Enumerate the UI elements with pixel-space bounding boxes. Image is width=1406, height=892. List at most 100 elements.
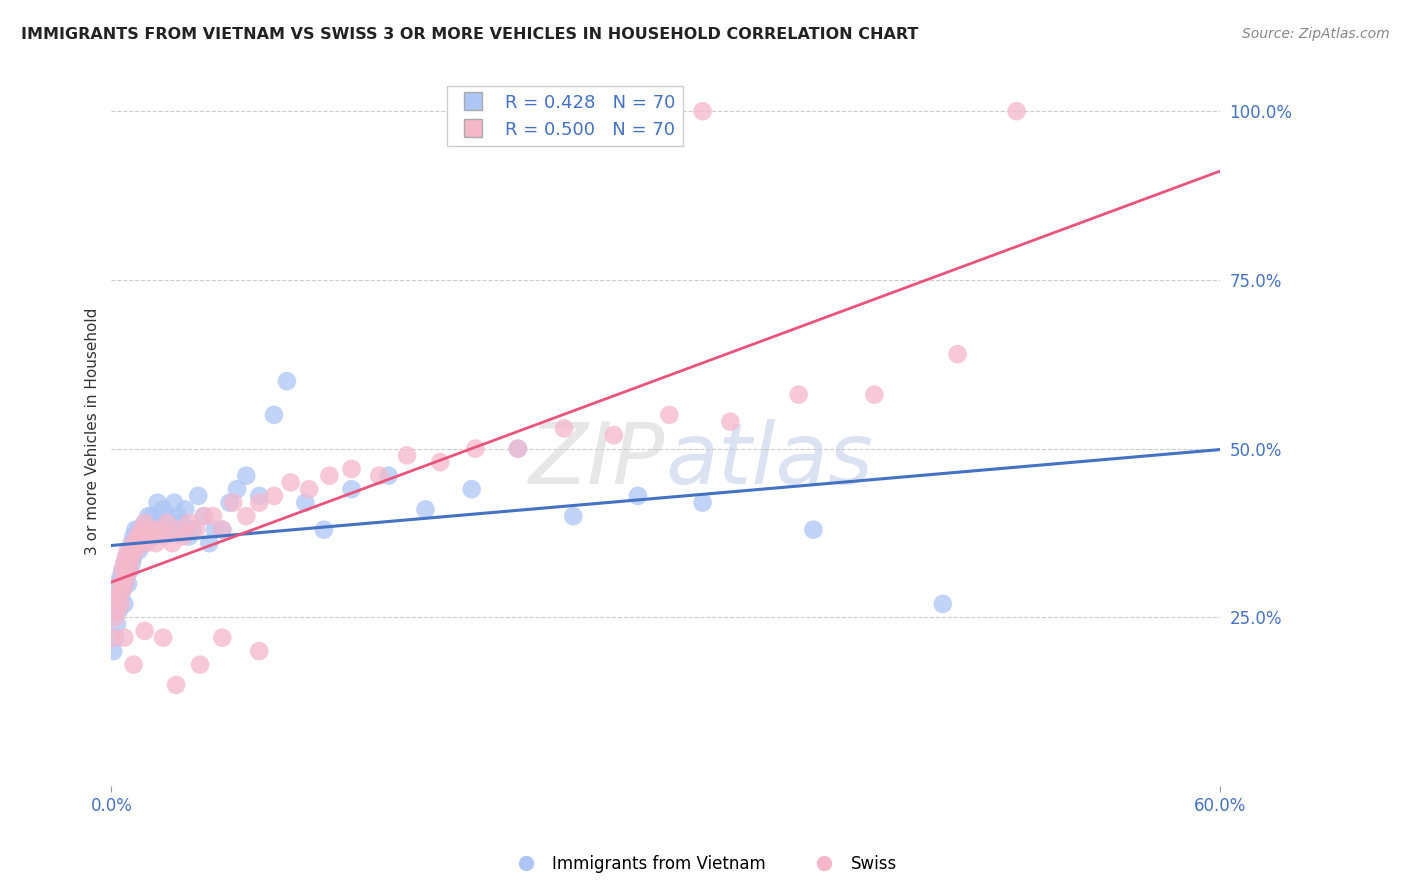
Point [247, 496, 270, 510]
Point [170, 516, 193, 530]
Point [218, 496, 240, 510]
Legend: R = 0.428   N = 70, R = 0.500   N = 70: R = 0.428 N = 70, R = 0.500 N = 70 [447, 87, 683, 146]
Point [803, 523, 825, 537]
Point [128, 536, 150, 550]
Point [198, 536, 221, 550]
Point [115, 549, 138, 564]
Point [111, 583, 134, 598]
Point [122, 657, 145, 672]
Point [562, 509, 585, 524]
Point [312, 523, 335, 537]
Point [132, 529, 155, 543]
Text: ZIP: ZIP [530, 418, 665, 501]
Point [103, 631, 125, 645]
Point [111, 563, 134, 577]
Point [340, 462, 363, 476]
Point [127, 536, 149, 550]
Point [128, 542, 150, 557]
Point [377, 468, 399, 483]
Point [107, 590, 129, 604]
Point [235, 468, 257, 483]
Point [124, 542, 146, 557]
Point [156, 509, 179, 524]
Point [104, 590, 127, 604]
Point [692, 104, 714, 119]
Point [340, 482, 363, 496]
Point [110, 590, 132, 604]
Point [247, 644, 270, 658]
Point [172, 529, 194, 543]
Point [181, 523, 204, 537]
Point [204, 523, 226, 537]
Point [177, 529, 200, 543]
Point [152, 631, 174, 645]
Point [110, 570, 132, 584]
Point [107, 576, 129, 591]
Point [118, 557, 141, 571]
Point [318, 468, 340, 483]
Point [718, 415, 741, 429]
Point [135, 536, 157, 550]
Point [112, 631, 135, 645]
Text: Source: ZipAtlas.com: Source: ZipAtlas.com [1241, 27, 1389, 41]
Point [165, 678, 187, 692]
Point [112, 597, 135, 611]
Point [117, 576, 139, 591]
Point [128, 523, 150, 537]
Point [139, 523, 162, 537]
Point [112, 557, 135, 571]
Point [186, 523, 208, 537]
Point [263, 489, 285, 503]
Point [105, 604, 128, 618]
Point [247, 489, 270, 503]
Point [263, 408, 285, 422]
Point [946, 347, 969, 361]
Point [115, 549, 138, 564]
Point [627, 489, 650, 503]
Point [152, 502, 174, 516]
Point [162, 536, 184, 550]
Point [280, 475, 302, 490]
Point [134, 516, 156, 530]
Point [159, 523, 181, 537]
Point [932, 597, 955, 611]
Point [193, 509, 215, 524]
Point [112, 576, 135, 591]
Point [115, 570, 138, 584]
Point [658, 408, 681, 422]
Point [460, 482, 482, 496]
Point [118, 563, 141, 577]
Point [692, 496, 714, 510]
Legend: Immigrants from Vietnam, Swiss: Immigrants from Vietnam, Swiss [502, 848, 904, 880]
Point [135, 529, 157, 543]
Point [506, 442, 529, 456]
Point [395, 449, 418, 463]
Point [202, 509, 225, 524]
Point [121, 557, 143, 571]
Point [110, 576, 132, 591]
Point [121, 536, 143, 550]
Point [148, 516, 170, 530]
Point [122, 536, 145, 550]
Point [117, 542, 139, 557]
Point [429, 455, 451, 469]
Y-axis label: 3 or more Vehicles in Household: 3 or more Vehicles in Household [86, 308, 100, 556]
Point [187, 489, 209, 503]
Point [112, 576, 135, 591]
Point [603, 428, 626, 442]
Point [104, 610, 127, 624]
Point [105, 617, 128, 632]
Point [464, 442, 486, 456]
Point [132, 536, 155, 550]
Point [107, 604, 129, 618]
Point [141, 509, 163, 524]
Point [188, 657, 211, 672]
Point [122, 529, 145, 543]
Point [134, 624, 156, 638]
Text: IMMIGRANTS FROM VIETNAM VS SWISS 3 OR MORE VEHICLES IN HOUSEHOLD CORRELATION CHA: IMMIGRANTS FROM VIETNAM VS SWISS 3 OR MO… [21, 27, 918, 42]
Point [112, 557, 135, 571]
Point [104, 631, 127, 645]
Point [129, 523, 152, 537]
Point [118, 542, 141, 557]
Point [235, 509, 257, 524]
